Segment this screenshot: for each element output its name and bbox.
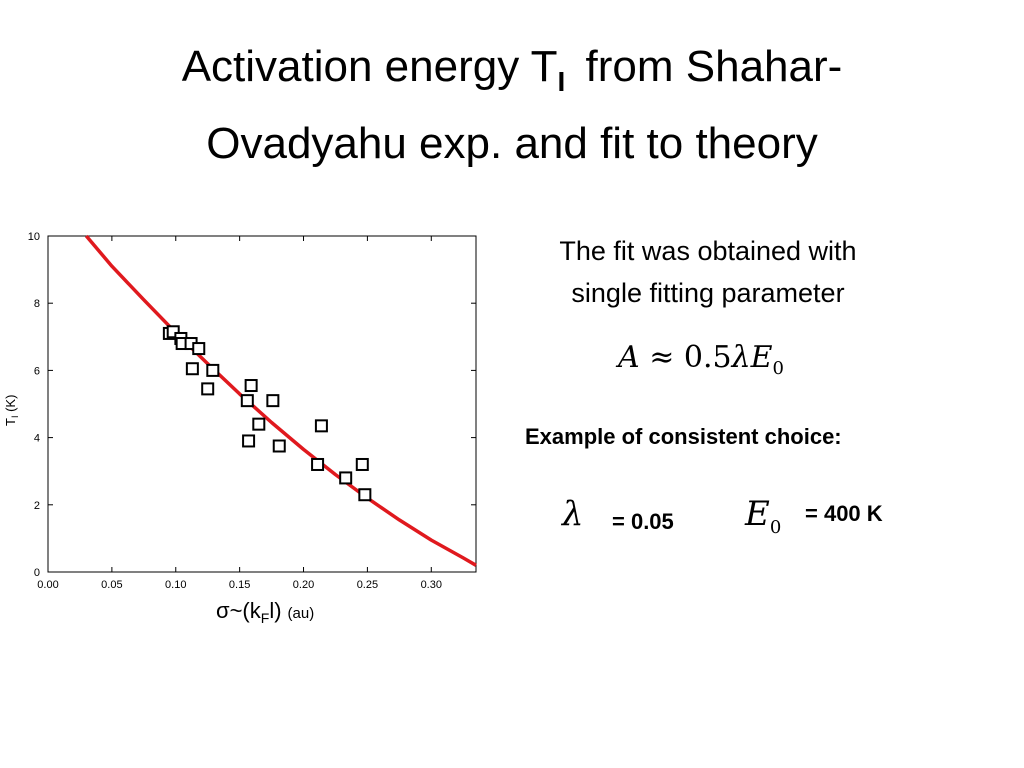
- y-tick-label: 2: [34, 500, 40, 512]
- x-tick-label: 0.10: [165, 579, 186, 591]
- activation-energy-chart: 0.00 0.05 0.10 0.15 0.20 0.25 0.30 0 2 4 6 8 10 TI (…: [3, 231, 477, 626]
- plot-frame: [47, 235, 477, 573]
- data-point: [206, 363, 220, 377]
- fit-description-line1: The fit was obtained with: [559, 236, 857, 266]
- fit-layer: [84, 234, 477, 567]
- formula-number: 0.5: [683, 340, 732, 375]
- data-points: [162, 325, 372, 502]
- x-axis-label: σ~(kFl) (au): [216, 598, 314, 626]
- data-point: [358, 488, 372, 502]
- y-axis-label-unit: (K): [3, 395, 18, 412]
- title-line-1: Activation energy TI from Shahar-: [60, 36, 964, 113]
- title-text-part1: Activation energy T: [181, 42, 558, 91]
- data-point: [185, 362, 199, 376]
- data-point: [242, 434, 256, 448]
- y-axis-label-sub: I: [10, 416, 20, 419]
- x-tick-label: 0.05: [101, 579, 122, 591]
- y-axis-label: TI (K): [3, 395, 20, 426]
- title-text-part2: from Shahar-: [585, 42, 843, 91]
- fit-description-line2: single fitting parameter: [571, 278, 845, 308]
- data-point: [355, 457, 369, 471]
- y-tick-label: 0: [34, 567, 40, 579]
- e0-symbol-letter: E: [745, 494, 770, 534]
- data-point: [314, 419, 328, 433]
- y-tick-label: 10: [28, 231, 40, 243]
- title-line-2: Ovadyahu exp. and fit to theory: [206, 119, 818, 168]
- data-point: [201, 382, 215, 396]
- data-point: [244, 379, 258, 393]
- example-heading: Example of consistent choice:: [525, 424, 842, 449]
- data-point: [311, 457, 325, 471]
- fit-formula: A ≈ 0.5λE0: [618, 340, 784, 379]
- data-point: [192, 342, 206, 356]
- e0-symbol: E0: [745, 494, 781, 538]
- formula-e: E: [750, 340, 773, 375]
- formula-subscript: 0: [772, 358, 784, 379]
- y-tick-label: 6: [34, 365, 40, 377]
- data-point: [240, 394, 254, 408]
- data-point: [266, 394, 280, 408]
- e0-symbol-subscript: 0: [769, 516, 782, 538]
- title-subscript: I: [557, 66, 566, 97]
- x-tick-label: 0.20: [293, 579, 314, 591]
- data-point: [166, 325, 180, 339]
- lambda-symbol: λ: [562, 494, 584, 534]
- e0-value: = 400 K: [805, 501, 883, 526]
- lambda-value: = 0.05: [612, 509, 674, 534]
- x-axis-label-sub: F: [261, 610, 270, 626]
- axis-ticks: 0.00 0.05 0.10 0.15 0.20 0.25 0.30 0 2 4 6 8 10: [28, 231, 476, 591]
- fit-curve: [84, 234, 477, 567]
- x-axis-label-unit: (au): [288, 605, 315, 622]
- y-axis-label-main: T: [3, 418, 18, 426]
- x-tick-label: 0.25: [357, 579, 378, 591]
- data-point: [252, 417, 266, 431]
- formula-approx: ≈: [649, 340, 675, 375]
- x-tick-label: 0.30: [421, 579, 442, 591]
- formula-lambda: λ: [731, 340, 751, 375]
- y-tick-label: 8: [34, 298, 40, 310]
- x-axis-label-main: σ~(k: [216, 598, 262, 623]
- slide-title: Activation energy TI from Shahar- Ovadya…: [60, 36, 964, 175]
- x-tick-label: 0.00: [37, 579, 58, 591]
- x-tick-label: 0.15: [229, 579, 250, 591]
- data-point: [272, 439, 286, 453]
- y-tick-label: 4: [34, 433, 40, 445]
- formula-a: A: [618, 340, 640, 375]
- fit-description: The fit was obtained with single fitting…: [508, 230, 908, 314]
- data-point: [339, 471, 353, 485]
- x-axis-label-end: l): [269, 598, 281, 623]
